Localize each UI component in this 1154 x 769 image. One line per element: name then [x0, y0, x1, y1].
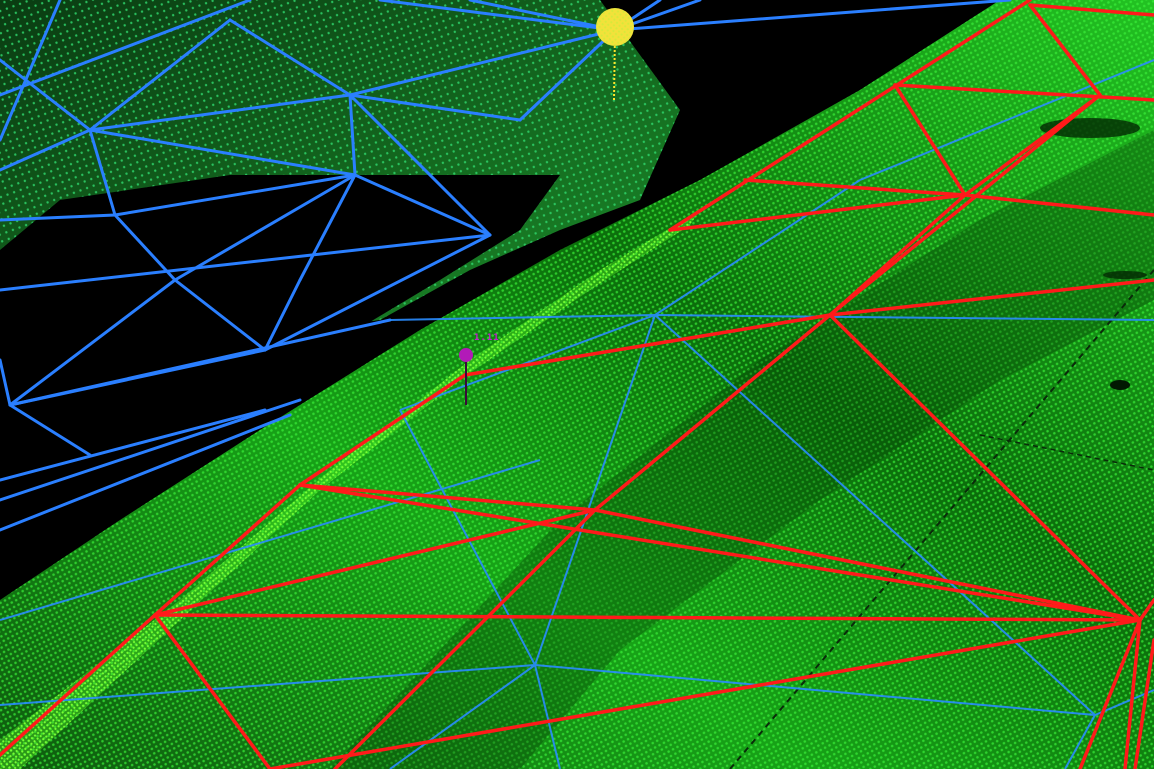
- target-marker-icon[interactable]: [596, 8, 634, 101]
- survey-point-icon[interactable]: [459, 348, 473, 405]
- survey-point-label: 1.11: [474, 333, 500, 343]
- surface-tin-mesh: [0, 0, 1012, 532]
- ground-tin-blue-mesh: [0, 59, 1154, 769]
